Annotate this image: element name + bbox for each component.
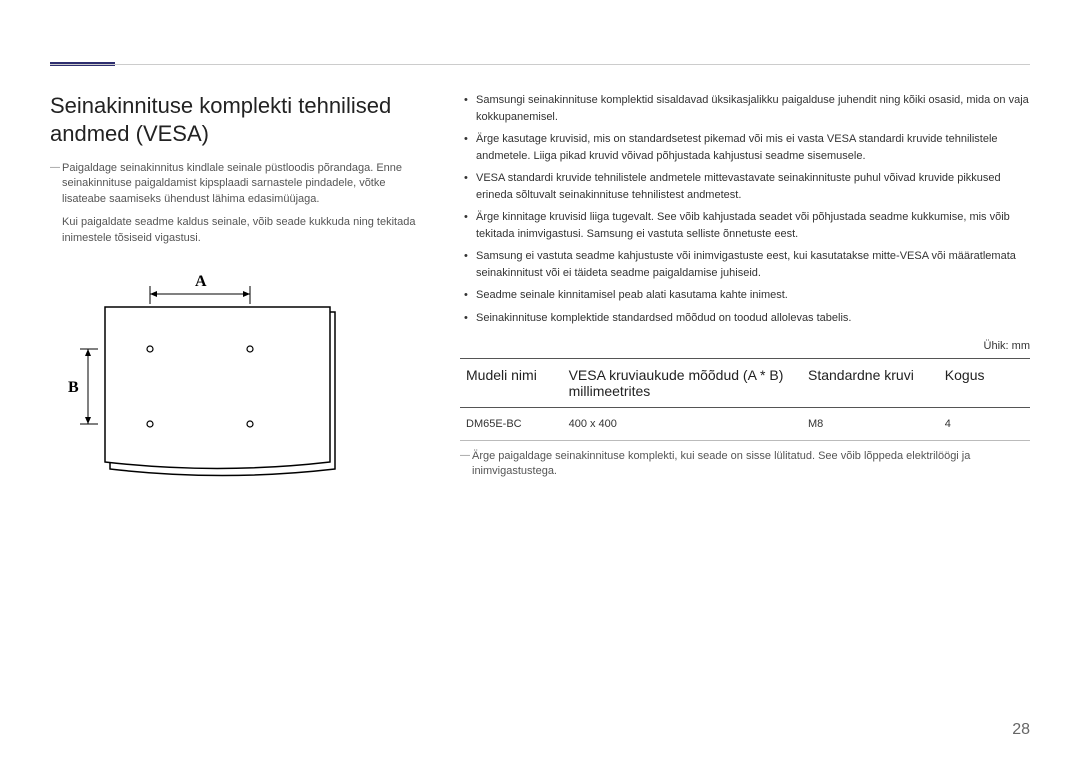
header-rule: [50, 64, 1030, 65]
label-a: A: [195, 273, 207, 290]
th-dimensions: VESA kruviaukude mõõdud (A * B) millimee…: [563, 359, 802, 408]
th-screw: Standardne kruvi: [802, 359, 939, 408]
page-number: 28: [1012, 721, 1030, 739]
cell-screw: M8: [802, 408, 939, 441]
left-column: Seinakinnituse komplekti tehnilised andm…: [50, 92, 420, 499]
footnote: Ärge paigaldage seinakinnituse komplekti…: [460, 449, 1030, 480]
cell-model: DM65E-BC: [460, 408, 563, 441]
bullet-item: Ärge kasutage kruvisid, mis on standards…: [460, 131, 1030, 164]
left-note-2: Kui paigaldate seadme kaldus seinale, võ…: [50, 215, 420, 246]
bullet-list: Samsungi seinakinnituse komplektid sisal…: [460, 92, 1030, 326]
unit-label: Ühik: mm: [460, 340, 1030, 352]
table-row: DM65E-BC 400 x 400 M8 4: [460, 408, 1030, 441]
diagram-svg: B A: [50, 264, 360, 494]
bullet-item: Ärge kinnitage kruvisid liiga tugevalt. …: [460, 209, 1030, 242]
bullet-item: Seadme seinale kinnitamisel peab alati k…: [460, 287, 1030, 304]
left-note-1: Paigaldage seinakinnitus kindlale seinal…: [50, 161, 420, 207]
th-qty: Kogus: [939, 359, 1030, 408]
label-b: B: [68, 379, 79, 396]
cell-qty: 4: [939, 408, 1030, 441]
right-column: Samsungi seinakinnituse komplektid sisal…: [460, 92, 1030, 499]
section-title: Seinakinnituse komplekti tehnilised andm…: [50, 92, 420, 147]
vesa-diagram: B A: [50, 264, 420, 499]
cell-dimensions: 400 x 400: [563, 408, 802, 441]
bullet-item: Samsungi seinakinnituse komplektid sisal…: [460, 92, 1030, 125]
bullet-item: Samsung ei vastuta seadme kahjustuste võ…: [460, 248, 1030, 281]
bullet-item: VESA standardi kruvide tehnilistele andm…: [460, 170, 1030, 203]
bullet-item: Seinakinnituse komplektide standardsed m…: [460, 310, 1030, 327]
vesa-table: Mudeli nimi VESA kruviaukude mõõdud (A *…: [460, 358, 1030, 441]
th-model: Mudeli nimi: [460, 359, 563, 408]
